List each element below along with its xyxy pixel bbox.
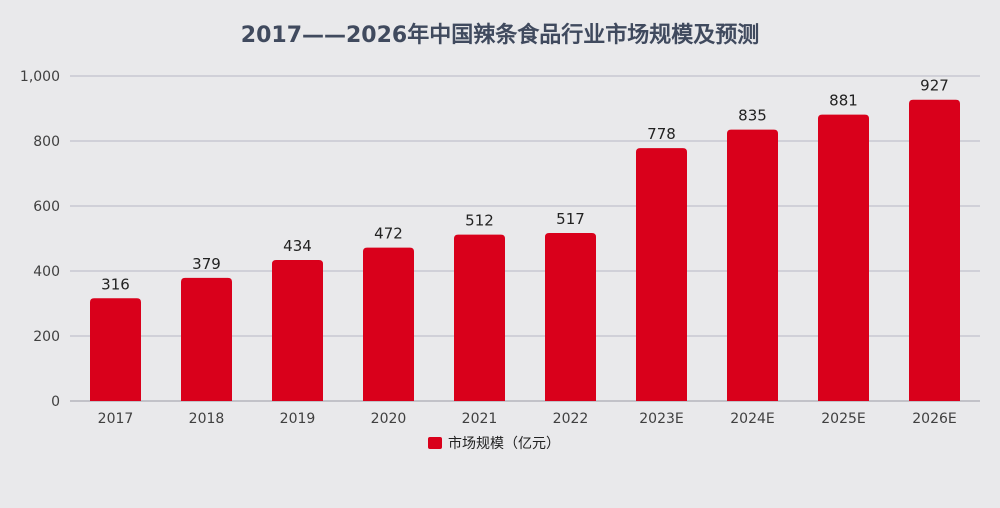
data-label: 512 xyxy=(465,212,494,230)
y-tick-label: 0 xyxy=(51,394,60,410)
x-tick-label: 2018 xyxy=(189,411,225,427)
bar xyxy=(363,247,414,401)
chart-title: 2017——2026年中国辣条食品行业市场规模及预测 xyxy=(241,22,759,48)
legend: 市场规模（亿元） xyxy=(428,435,560,452)
y-tick-label: 800 xyxy=(33,134,60,150)
y-tick-label: 400 xyxy=(33,264,60,280)
data-label: 927 xyxy=(920,77,949,95)
y-tick-label: 200 xyxy=(33,329,60,345)
bar xyxy=(818,114,869,402)
x-tick-label: 2024E xyxy=(730,411,774,427)
y-axis-ticks: 0 200 400 600 800 1,000 xyxy=(20,69,60,410)
x-tick-label: 2017 xyxy=(98,411,134,427)
x-tick-label: 2022 xyxy=(553,411,589,427)
bar xyxy=(454,234,505,401)
legend-swatch xyxy=(428,437,442,449)
bar xyxy=(727,129,778,401)
x-axis-ticks: 2017 2018 2019 2020 2021 2022 2023E 2024E 2025E 2… xyxy=(98,411,957,427)
x-tick-label: 2025E xyxy=(821,411,865,427)
legend-label: 市场规模（亿元） xyxy=(448,435,560,452)
bar xyxy=(181,277,232,401)
bar xyxy=(909,99,960,401)
bar xyxy=(272,259,323,401)
x-tick-label: 2026E xyxy=(912,411,956,427)
data-label: 881 xyxy=(829,92,858,110)
data-label: 379 xyxy=(192,255,221,273)
bar xyxy=(90,298,141,401)
y-tick-label: 600 xyxy=(33,199,60,215)
data-label: 316 xyxy=(101,275,130,293)
data-label: 835 xyxy=(738,107,767,125)
data-label: 434 xyxy=(283,237,312,255)
bar xyxy=(636,148,687,401)
data-label: 517 xyxy=(556,210,585,228)
data-label: 472 xyxy=(374,225,403,243)
x-tick-label: 2020 xyxy=(371,411,407,427)
bars xyxy=(90,99,960,402)
x-tick-label: 2021 xyxy=(462,411,498,427)
x-tick-label: 2019 xyxy=(280,411,316,427)
bar xyxy=(545,232,596,401)
data-label: 778 xyxy=(647,125,676,143)
x-tick-label: 2023E xyxy=(639,411,683,427)
y-tick-label: 1,000 xyxy=(20,69,60,85)
data-labels: 316 379 434 472 512 517 778 835 881 927 xyxy=(101,77,949,294)
